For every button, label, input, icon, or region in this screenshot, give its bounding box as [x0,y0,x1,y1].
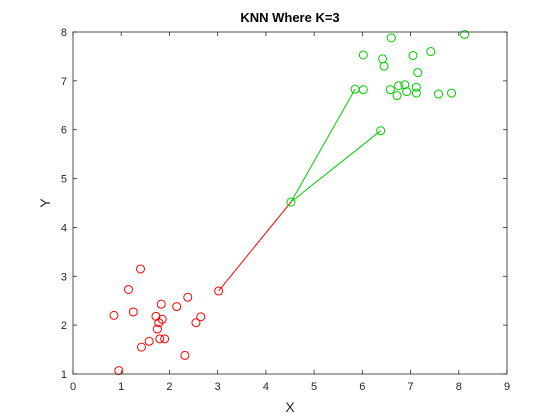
point-s0-10 [155,334,165,344]
neighbor-line-1 [290,88,356,203]
point-s0-18 [196,312,206,322]
point-s0-6 [144,336,154,346]
x-tick-label-9: 9 [504,381,510,393]
point-s1-17 [434,89,444,99]
chart-title: KNN Where K=3 [240,10,339,25]
point-s1-10 [400,80,410,90]
point-s1-8 [392,91,402,101]
x-tick-label-0: 0 [70,381,76,393]
x-tick-label-1: 1 [118,381,124,393]
point-s0-2 [123,284,133,294]
point-s0-13 [160,334,170,344]
point-s0-1 [114,366,124,376]
point-s0-12 [157,314,167,324]
x-axis-label: X [285,399,295,415]
x-axis-ticks: 0 1 2 3 4 5 6 7 8 9 [70,32,510,393]
neighbor-line-0 [218,201,292,292]
y-tick-label-1: 1 [61,369,67,381]
neighbor-lines [218,88,381,292]
y-tick-label-6: 6 [61,125,67,137]
point-s1-19 [460,29,470,39]
point-s1-11 [402,87,412,97]
x-tick-label-7: 7 [407,381,413,393]
point-s1-15 [413,68,423,78]
y-tick-label-8: 8 [61,27,67,39]
x-tick-label-3: 3 [215,381,221,393]
point-s0-11 [156,299,166,309]
point-s1-18 [447,88,457,98]
point-s2-0 [286,197,296,207]
x-tick-label-6: 6 [359,381,365,393]
x-tick-label-2: 2 [166,381,172,393]
point-s0-5 [136,342,146,352]
point-s1-3 [376,126,386,136]
point-s1-14 [411,88,421,98]
axes-box [72,31,508,375]
point-s0-3 [128,307,138,317]
data-points [109,29,470,376]
y-tick-label-7: 7 [61,76,67,88]
y-tick-label-2: 2 [61,320,67,332]
point-s1-5 [379,61,389,71]
point-s1-16 [426,47,436,57]
y-tick-label-3: 3 [61,271,67,283]
x-tick-label-5: 5 [311,381,317,393]
y-axis-ticks: 1 2 3 4 5 6 7 8 [61,27,507,381]
y-axis-label: Y [37,198,53,208]
y-tick-label-4: 4 [61,222,67,234]
x-tick-label-4: 4 [263,381,269,393]
point-s1-1 [358,50,368,60]
point-s1-12 [408,50,418,60]
y-tick-label-5: 5 [61,174,67,186]
point-s0-0 [109,310,119,320]
point-s0-14 [172,302,182,312]
point-s0-9 [154,318,164,328]
point-s1-13 [411,82,421,92]
neighbor-line-2 [290,130,381,203]
point-s1-9 [394,81,403,91]
point-s0-8 [152,324,162,334]
point-s0-15 [180,350,190,360]
point-s0-17 [191,318,201,328]
point-s0-19 [214,286,224,296]
point-s1-6 [385,85,395,95]
point-s0-16 [183,292,193,302]
point-s1-7 [386,33,396,43]
point-s0-4 [136,264,146,274]
point-s1-2 [358,85,368,95]
x-tick-label-8: 8 [456,381,462,393]
